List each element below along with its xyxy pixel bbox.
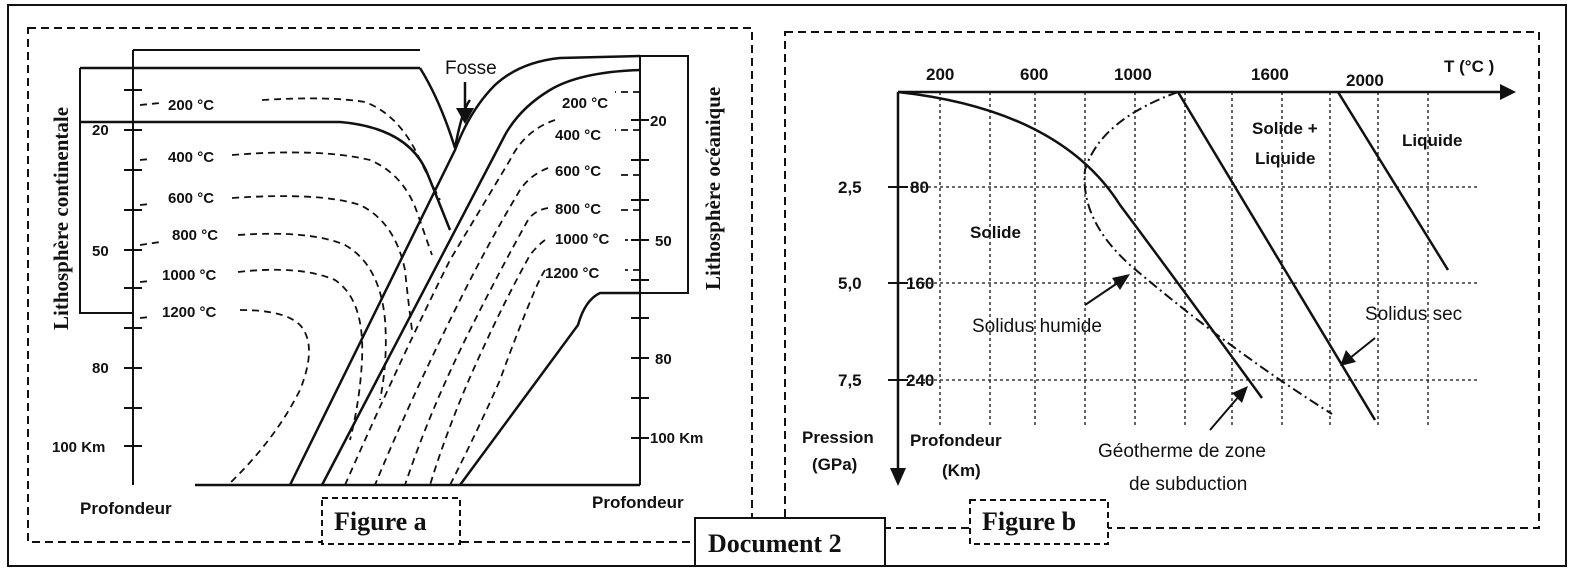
pressure-label-line1: Pression bbox=[802, 428, 874, 447]
x-tick-200: 200 bbox=[926, 65, 954, 84]
x-tick-1000: 1000 bbox=[1114, 65, 1152, 84]
ocean-iso-400: 400 °C bbox=[555, 127, 601, 144]
region-liquide: Liquide bbox=[1402, 131, 1462, 150]
cont-iso-1000: 1000 °C bbox=[162, 267, 217, 284]
depth-label-line1: Profondeur bbox=[910, 431, 1002, 450]
figure-b-caption-box bbox=[969, 499, 1109, 545]
geotherme-label-line2: de subduction bbox=[1129, 474, 1247, 495]
left-depth-ticks bbox=[124, 89, 142, 447]
geotherme-arrow bbox=[1209, 394, 1241, 431]
left-tick-20: 20 bbox=[92, 122, 109, 139]
figure-a-caption-box bbox=[321, 497, 461, 545]
right-tick-80: 80 bbox=[655, 351, 672, 368]
depth-tick-80: 80 bbox=[910, 178, 929, 197]
solidus-humide-arrow bbox=[1084, 279, 1123, 306]
left-tick-100: 100 Km bbox=[52, 439, 105, 456]
continental-crust-base bbox=[80, 120, 452, 231]
ocean-iso-800: 800 °C bbox=[555, 201, 601, 218]
x-tick-600: 600 bbox=[1020, 65, 1048, 84]
slab-top bbox=[288, 54, 641, 486]
solidus-sec-arrowhead bbox=[1340, 350, 1356, 366]
outer-frame bbox=[7, 4, 1567, 567]
depth-tick-160: 160 bbox=[906, 274, 934, 293]
figure-a-caption: Figure a bbox=[334, 507, 427, 536]
pressure-tick-5-0: 5,0 bbox=[838, 274, 862, 293]
cont-iso-200: 200 °C bbox=[168, 97, 214, 114]
pressure-tick-7-5: 7,5 bbox=[838, 371, 862, 390]
right-tick-20: 20 bbox=[650, 113, 667, 130]
figure-b-caption: Figure b bbox=[982, 507, 1076, 536]
cont-iso-600: 600 °C bbox=[168, 190, 214, 207]
temperature-axis-title: T (°C ) bbox=[1444, 57, 1494, 76]
right-axis-label: Profondeur bbox=[592, 493, 684, 512]
depth-tick-240: 240 bbox=[906, 371, 934, 390]
left-axis-label: Profondeur bbox=[80, 499, 172, 518]
fosse-arrowhead bbox=[456, 108, 474, 124]
cont-iso-400: 400 °C bbox=[168, 149, 214, 166]
geotherme-label-line1: Géotherme de zone bbox=[1098, 441, 1266, 462]
ocean-iso-1200: 1200 °C bbox=[545, 265, 600, 282]
slab-crust bbox=[320, 68, 641, 486]
solidus-sec-line bbox=[1176, 91, 1377, 421]
ocean-iso-600: 600 °C bbox=[555, 163, 601, 180]
pressure-tick-marks bbox=[888, 186, 908, 381]
left-tick-50: 50 bbox=[92, 243, 109, 260]
ocean-iso-200: 200 °C bbox=[562, 95, 608, 112]
cont-iso-800: 800 °C bbox=[172, 227, 218, 244]
right-side-label: Lithosphère océanique bbox=[701, 87, 725, 290]
pressure-tick-2-5: 2,5 bbox=[838, 178, 862, 197]
left-tick-80: 80 bbox=[92, 360, 109, 377]
solidus-humide-label: Solidus humide bbox=[972, 316, 1102, 337]
cont-iso-1200: 1200 °C bbox=[162, 304, 217, 321]
solidus-humide-curve bbox=[1083, 91, 1333, 415]
left-side-label: Lithosphère continentale bbox=[49, 107, 73, 330]
solidus-humide-arrowhead bbox=[1112, 274, 1130, 290]
depth-label-line2: (Km) bbox=[942, 461, 981, 480]
x-tick-1600: 1600 bbox=[1251, 65, 1289, 84]
figure-b-grid bbox=[898, 92, 1480, 425]
oceanic-isotherms bbox=[344, 91, 640, 486]
pressure-axis-arrowhead bbox=[890, 468, 906, 486]
ocean-iso-1000: 1000 °C bbox=[555, 231, 610, 248]
figure-a: Fosse Lithosphère continentale Lithosphè… bbox=[49, 49, 725, 545]
region-solide-liquide-line1: Solide + bbox=[1252, 119, 1318, 138]
figure-a-frame bbox=[27, 27, 753, 543]
oceanic-block bbox=[640, 55, 689, 294]
figure-b: T (°C ) 200 600 1000 1600 2000 2,5 5,0 7… bbox=[802, 57, 1516, 545]
solidus-sec-arrow bbox=[1349, 337, 1376, 359]
continental-isotherms bbox=[139, 97, 441, 486]
document-title: Document 2 bbox=[708, 529, 842, 558]
region-solide-liquide-line2: Liquide bbox=[1255, 149, 1315, 168]
pressure-label-line2: (GPa) bbox=[812, 455, 857, 474]
solidus-sec-label: Solidus sec bbox=[1365, 304, 1462, 325]
slab-base bbox=[458, 291, 640, 486]
figure-b-frame bbox=[784, 31, 1540, 529]
fosse-label: Fosse bbox=[445, 58, 497, 79]
right-tick-100: 100 Km bbox=[650, 430, 703, 447]
x-tick-2000: 2000 bbox=[1346, 71, 1384, 90]
right-tick-50: 50 bbox=[655, 233, 672, 250]
document-title-box bbox=[694, 517, 886, 567]
geotherme-arrowhead bbox=[1232, 386, 1248, 403]
liquidus-line bbox=[1336, 91, 1450, 271]
region-solide: Solide bbox=[970, 223, 1021, 242]
temperature-axis-arrowhead bbox=[1500, 84, 1516, 100]
geotherme-curve bbox=[897, 90, 1264, 399]
